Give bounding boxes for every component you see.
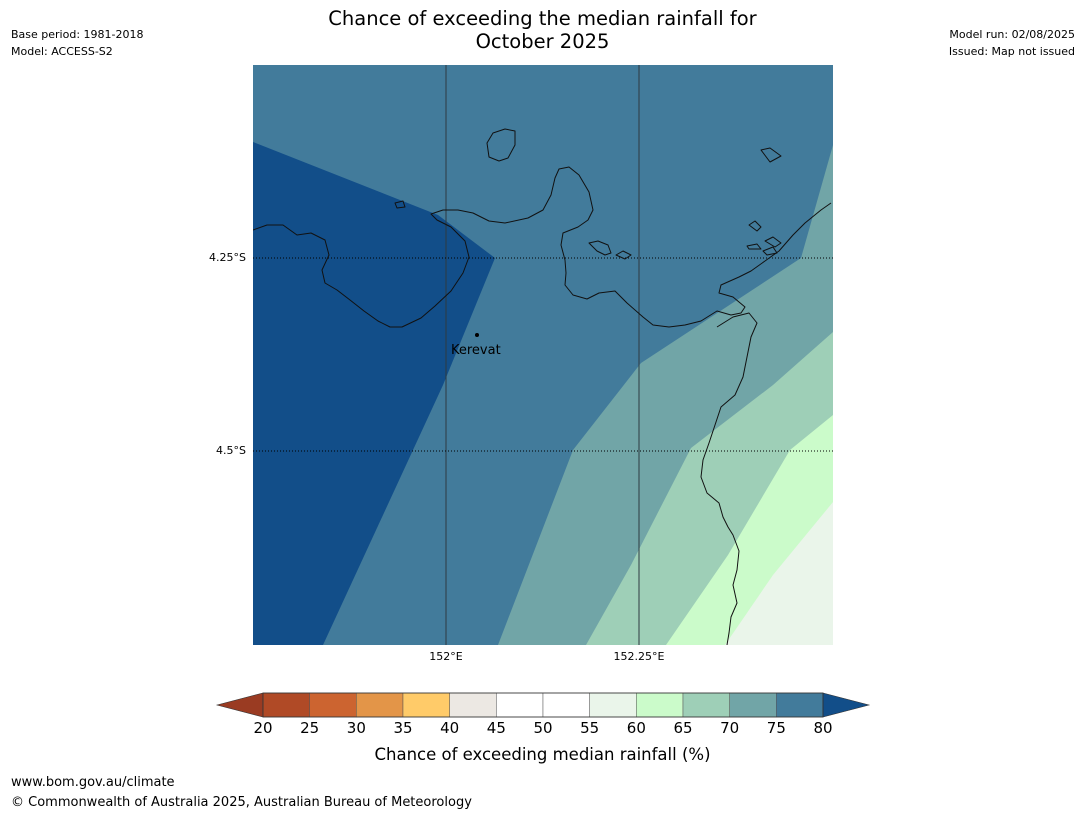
- colorbar-tick-50: 50: [533, 719, 553, 737]
- issued-text: Issued: Map not issued: [948, 45, 1075, 58]
- colorbar-tick-25: 25: [300, 719, 320, 737]
- metadata-left: Base period: 1981-2018 Model: ACCESS-S2: [11, 26, 143, 60]
- colorbar-tick-80: 80: [813, 719, 833, 737]
- colorbar-bin-25-30: [309, 692, 357, 718]
- lon-label-152: 152°E: [429, 650, 463, 663]
- colorbar-tick-75: 75: [766, 719, 786, 737]
- colorbar-tick-40: 40: [440, 719, 460, 737]
- model-run-text: Model run: 02/08/2025: [949, 28, 1075, 41]
- colorbar: [215, 692, 871, 718]
- lat-label-4-25: 4.25°S: [209, 251, 246, 264]
- colorbar-bin-40-45: [449, 692, 497, 718]
- metadata-right: Model run: 02/08/2025 Issued: Map not is…: [949, 26, 1075, 60]
- colorbar-bin-30-35: [356, 692, 404, 718]
- colorbar-bin-50-55: [542, 692, 590, 718]
- zone-55-60: [725, 502, 833, 645]
- zone-above-80: [253, 142, 495, 645]
- colorbar-title: Chance of exceeding median rainfall (%): [374, 745, 711, 764]
- colorbar-bin-70-75: [729, 692, 777, 718]
- colorbar-bin-35-40: [402, 692, 450, 718]
- map-title: Chance of exceeding the median rainfall …: [200, 7, 885, 53]
- coastline: [252, 128, 832, 646]
- base-period-text: Base period: 1981-2018: [11, 28, 144, 41]
- forecast-map[interactable]: [252, 65, 833, 646]
- colorbar-tick-20: 20: [253, 719, 273, 737]
- colorbar-low-extend: [215, 692, 264, 718]
- colorbar-tick-65: 65: [673, 719, 693, 737]
- map-panel[interactable]: [252, 65, 833, 646]
- kerevat-marker: [475, 333, 479, 337]
- colorbar-tick-45: 45: [486, 719, 506, 737]
- colorbar-bin-60-65: [636, 692, 684, 718]
- footer-website[interactable]: www.bom.gov.au/climate: [11, 775, 175, 790]
- colorbar-tick-60: 60: [626, 719, 646, 737]
- colorbar-frame: [262, 692, 824, 718]
- colorbar-bin-45-50: [496, 692, 544, 718]
- place-label-kerevat: Kerevat: [451, 343, 501, 358]
- lon-label-152-25: 152.25°E: [613, 650, 665, 663]
- colorbar-tick-35: 35: [393, 719, 413, 737]
- title-line-1: Chance of exceeding the median rainfall …: [328, 7, 757, 30]
- footer-copyright: © Commonwealth of Australia 2025, Austra…: [11, 795, 472, 810]
- model-text: Model: ACCESS-S2: [11, 45, 113, 58]
- colorbar-high-extend: [822, 692, 871, 718]
- colorbar-tick-30: 30: [346, 719, 366, 737]
- lat-label-4-5: 4.5°S: [216, 444, 246, 457]
- colorbar-bin-65-70: [682, 692, 730, 718]
- colorbar-bins: [262, 692, 824, 718]
- colorbar-tick-55: 55: [580, 719, 600, 737]
- colorbar-tick-70: 70: [720, 719, 740, 737]
- colorbar-bin-20-25: [262, 692, 310, 718]
- colorbar-bin-55-60: [589, 692, 637, 718]
- title-line-2: October 2025: [475, 30, 610, 53]
- colorbar-bin-75-80: [776, 692, 824, 718]
